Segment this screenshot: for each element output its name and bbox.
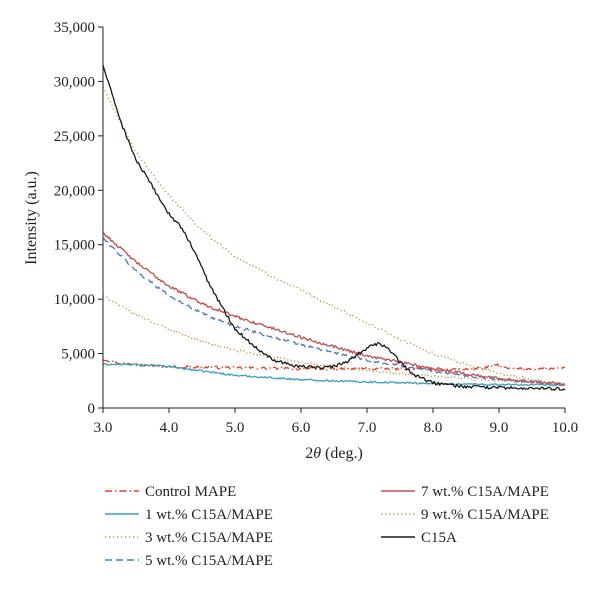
x-tick-label: 6.0 xyxy=(292,420,311,436)
legend-item: Control MAPE xyxy=(105,484,236,500)
x-axis-title-prefix: 2 xyxy=(305,445,313,462)
x-tick-label: 7.0 xyxy=(358,420,377,436)
legend-item: 3 wt.% C15A/MAPE xyxy=(105,530,273,546)
series-line xyxy=(102,362,566,387)
legend-item: 9 wt.% C15A/MAPE xyxy=(381,507,549,523)
x-axis-title: 2θ (deg.) xyxy=(305,445,363,462)
legend: Control MAPE 1 wt.% C15A/MAPE 3 wt.% C15A/… xyxy=(105,484,549,569)
y-tick-label: 0 xyxy=(88,401,96,417)
x-tick-label: 4.0 xyxy=(160,420,179,436)
legend-label: 9 wt.% C15A/MAPE xyxy=(421,507,549,523)
y-tick-label: 25,000 xyxy=(54,129,95,145)
x-axis-title-suffix: (deg.) xyxy=(321,445,363,462)
y-tick-label: 30,000 xyxy=(54,74,95,90)
series-line xyxy=(102,237,566,386)
y-tick-label: 15,000 xyxy=(54,238,95,254)
legend-label: 3 wt.% C15A/MAPE xyxy=(145,530,273,546)
legend-item: 7 wt.% C15A/MAPE xyxy=(381,484,549,500)
series-line xyxy=(102,64,566,391)
legend-item: 5 wt.% C15A/MAPE xyxy=(105,553,273,569)
x-tick-label: 8.0 xyxy=(424,420,443,436)
legend-label: 5 wt.% C15A/MAPE xyxy=(145,553,273,569)
legend-item: C15A xyxy=(381,530,457,546)
series-line xyxy=(102,232,566,386)
y-tick-label: 5,000 xyxy=(61,347,95,363)
x-tick-label: 10.0 xyxy=(552,420,578,436)
legend-label: Control MAPE xyxy=(145,484,236,500)
series-line xyxy=(102,295,566,386)
y-axis-title: Intensity (a.u.) xyxy=(23,171,40,265)
legend-label: 7 wt.% C15A/MAPE xyxy=(421,484,549,500)
x-tick-label: 9.0 xyxy=(490,420,509,436)
legend-item: 1 wt.% C15A/MAPE xyxy=(105,507,273,523)
y-ticks: 0 5,000 10,000 15,000 20,000 25,000 30,000 35,0… xyxy=(54,20,103,417)
x-tick-label: 3.0 xyxy=(94,420,113,436)
legend-label: 1 wt.% C15A/MAPE xyxy=(145,507,273,523)
series-layer xyxy=(102,64,566,391)
y-tick-label: 20,000 xyxy=(54,183,95,199)
y-tick-label: 35,000 xyxy=(54,20,95,36)
x-tick-label: 5.0 xyxy=(226,420,245,436)
series-line xyxy=(102,86,566,386)
y-tick-label: 10,000 xyxy=(54,292,95,308)
series-line xyxy=(102,359,566,371)
legend-label: C15A xyxy=(421,530,457,546)
x-axis-title-symbol: θ xyxy=(313,445,321,462)
plot-area: 0 5,000 10,000 15,000 20,000 25,000 30,000 35,0… xyxy=(54,20,578,436)
x-ticks: 3.0 4.0 5.0 6.0 7.0 8.0 9.0 10.0 xyxy=(94,408,578,436)
